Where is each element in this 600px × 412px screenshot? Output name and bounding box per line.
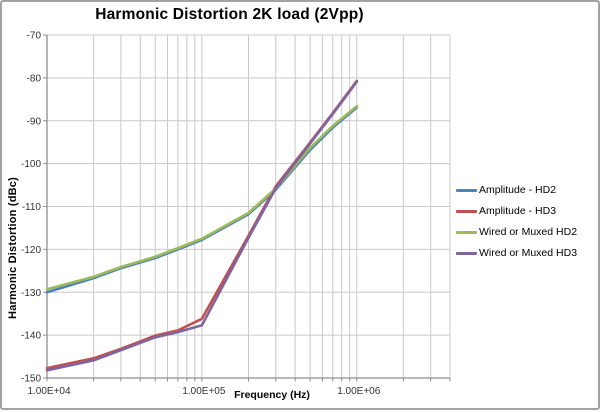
y-axis-tick-label: -90: [27, 116, 42, 127]
gridlines-group: [46, 34, 451, 379]
y-axis-tick-label: -130: [21, 288, 41, 299]
legend-label: Wired or Muxed HD2: [479, 226, 578, 238]
legend-label: Amplitude - HD2: [479, 184, 557, 196]
legend-line-swatch: [456, 209, 477, 213]
y-axis-tick-label: -140: [21, 331, 41, 342]
chart-title: Harmonic Distortion 2K load (2Vpp): [95, 6, 364, 23]
series-line-wired-or-muxed-hd3[interactable]: [45, 80, 359, 372]
y-axis-tick-label: -80: [27, 73, 42, 84]
x-axis-tick-label: 1.00E+06: [337, 386, 381, 397]
series-line-wired-or-muxed-hd2[interactable]: [45, 104, 359, 291]
y-axis-tick-label: -150: [21, 374, 41, 385]
legend-label: Wired or Muxed HD3: [479, 247, 578, 259]
y-axis-tick-label: -70: [27, 31, 42, 42]
legend-item-wired-or-muxed-hd3[interactable]: Wired or Muxed HD3: [456, 247, 577, 259]
legend-label: Amplitude - HD3: [479, 205, 557, 217]
x-axis-tick-label: 1.00E+05: [182, 386, 226, 397]
tick-labels-group: -70-80-90-100-110-120-130-140-1501.00E+0…: [21, 31, 381, 398]
legend-item-amplitude-hd3[interactable]: Amplitude - HD3: [456, 205, 577, 217]
legend-line-swatch: [456, 230, 477, 234]
series-lines-group: [45, 79, 359, 372]
axes-group: [46, 35, 450, 379]
legend-item-amplitude-hd2[interactable]: Amplitude - HD2: [456, 184, 577, 196]
x-axis-title: Frequency (Hz): [234, 389, 310, 401]
y-axis-tick-label: -100: [21, 159, 41, 170]
y-axis-tick-label: -110: [22, 202, 42, 213]
legend: Amplitude - HD2 Amplitude - HD3 Wired or M…: [456, 184, 577, 259]
legend-line-swatch: [456, 188, 477, 192]
legend-item-wired-or-muxed-hd2[interactable]: Wired or Muxed HD2: [456, 226, 577, 238]
legend-line-swatch: [456, 251, 477, 255]
x-axis-tick-label: 1.00E+04: [27, 386, 71, 397]
tick-marks-group: [43, 34, 451, 382]
y-axis-tick-label: -120: [21, 245, 41, 256]
